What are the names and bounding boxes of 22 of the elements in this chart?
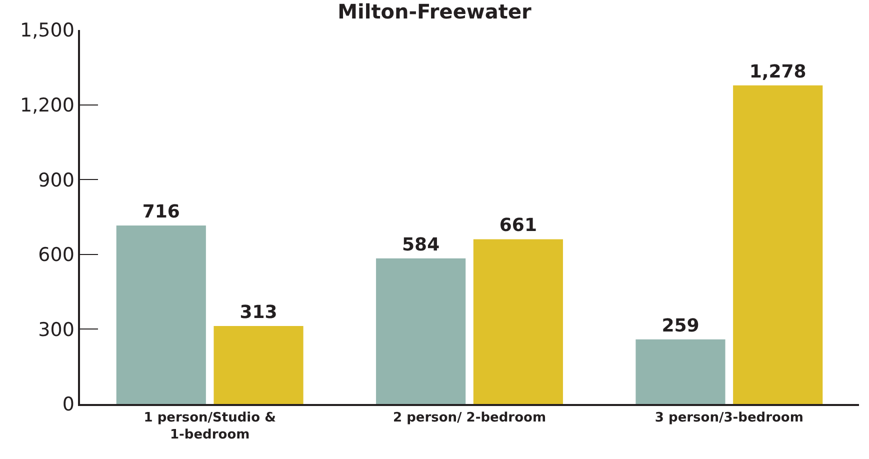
- bar: [733, 85, 823, 404]
- y-tick-label: 600: [38, 244, 74, 266]
- chart-title: Milton-Freewater: [338, 0, 532, 24]
- y-tick-label: 0: [62, 394, 74, 416]
- bar: [473, 239, 563, 404]
- x-tick-label: 2 person/ 2-bedroom: [393, 410, 546, 426]
- x-tick-label: 1 person/Studio & 1-bedroom: [144, 410, 276, 442]
- bar: [636, 339, 726, 404]
- data-label: 1,278: [749, 61, 806, 82]
- data-label: 259: [662, 315, 700, 336]
- y-tick-label: 1,200: [20, 94, 74, 116]
- y-tick-label: 900: [38, 169, 74, 192]
- bar: [376, 258, 466, 404]
- bar: [116, 225, 206, 404]
- x-tick-label: 3 person/3-bedroom: [654, 410, 804, 426]
- data-label: 313: [240, 302, 278, 323]
- bar: [214, 326, 304, 404]
- data-label: 584: [402, 234, 440, 256]
- y-tick-label: 1,500: [20, 20, 74, 42]
- y-tick-label: 300: [38, 318, 74, 341]
- data-label: 716: [142, 201, 180, 222]
- data-label: 661: [499, 215, 537, 236]
